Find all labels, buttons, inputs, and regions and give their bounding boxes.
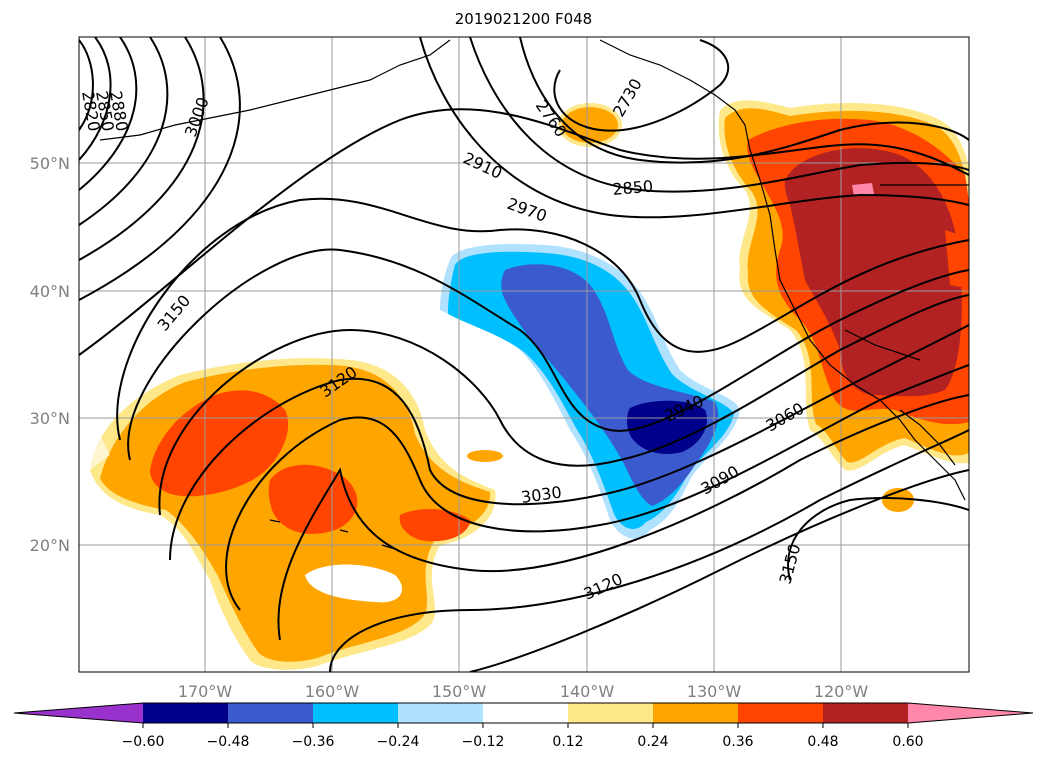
colorbar-segment [653, 703, 738, 723]
colorbar-segment [483, 703, 568, 723]
colorbar-tick-label: −0.12 [462, 734, 505, 750]
map-frame [78, 36, 970, 673]
colorbar-segment [738, 703, 823, 723]
colorbar-segment [568, 703, 653, 723]
map-plot-area: 2820 2850 2880 3000 2760 2730 2910 2970 … [79, 37, 969, 672]
colorbar-tick-label: −0.60 [122, 734, 165, 750]
colorbar-segment [143, 703, 228, 723]
colorbar-tick-label: −0.24 [377, 734, 420, 750]
lon-label-170w: 170°W [178, 682, 233, 701]
lon-label-150w: 150°W [432, 682, 487, 701]
colorbar-tick-label: −0.36 [292, 734, 335, 750]
positive-anomaly-subtropics [80, 358, 496, 670]
lat-label-30n: 30°N [30, 409, 70, 428]
colorbar-segment [398, 703, 483, 723]
coastlines [99, 39, 969, 551]
lat-label-20n: 20°N [30, 536, 70, 555]
colorbar-tick-label: 0.60 [892, 734, 923, 750]
lon-label-130w: 130°W [687, 682, 742, 701]
colorbar-tick-label: 0.24 [637, 734, 668, 750]
colorbar-tick-label: 0.48 [807, 734, 838, 750]
colorbar-extend-left [14, 703, 143, 723]
colorbar-segment [823, 703, 908, 723]
lat-label-50n: 50°N [30, 154, 70, 173]
latitude-labels: 50°N 40°N 30°N 20°N [30, 154, 70, 555]
colorbar-extend-right [908, 703, 1033, 723]
lon-label-160w: 160°W [305, 682, 360, 701]
graticule [79, 37, 969, 672]
longitude-labels: 170°W 160°W 150°W 140°W 130°W 120°W [178, 682, 869, 701]
colorbar-tick-label: 0.12 [552, 734, 583, 750]
colorbar-segment [228, 703, 313, 723]
contour-label: 2850 [612, 177, 654, 199]
colorbar-tick-label: −0.48 [207, 734, 250, 750]
lon-label-120w: 120°W [814, 682, 869, 701]
map-title: 2019021200 F048 [454, 10, 593, 28]
colorbar-tick-label: 0.36 [722, 734, 753, 750]
lat-label-40n: 40°N [30, 282, 70, 301]
lon-label-140w: 140°W [560, 682, 615, 701]
colorbar: −0.60 −0.48 −0.36 −0.24 −0.12 0.12 0.24 … [13, 702, 1034, 750]
height-contours [79, 37, 969, 672]
colorbar-segment [313, 703, 398, 723]
